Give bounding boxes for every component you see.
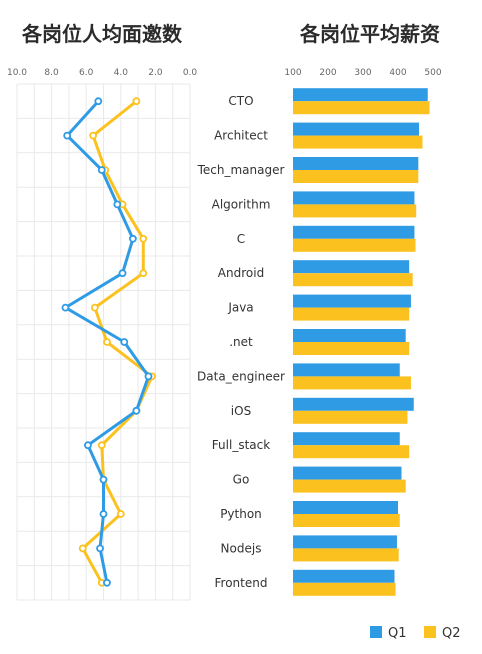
left-x-tick-label: 4.0 xyxy=(114,68,129,78)
category-label: .net xyxy=(229,335,253,349)
category-label: iOS xyxy=(231,404,251,418)
line-point-q1 xyxy=(61,303,70,312)
bar-q2 xyxy=(293,170,419,183)
bar-q2 xyxy=(293,479,406,493)
line-point-q1 xyxy=(129,234,137,243)
bar-q2 xyxy=(293,582,396,596)
category-labels: CTO Architect Tech_manager Algorithm C Androi… xyxy=(197,94,285,590)
bar-q1 xyxy=(293,225,415,239)
category-label: Full_stack xyxy=(212,438,270,452)
left-x-tick-label: 8.0 xyxy=(44,68,59,78)
bar-q1 xyxy=(293,363,400,377)
left-line-series xyxy=(61,97,156,587)
bar-q2 xyxy=(293,204,417,218)
bar-q1 xyxy=(293,397,414,411)
right-chart-title: 各岗位平均薪资 xyxy=(300,22,440,46)
legend-label-q2: Q2 xyxy=(442,626,461,641)
right-x-tick-label: 500 xyxy=(424,68,441,78)
left-x-tick-label: 10.0 xyxy=(7,68,27,78)
category-label: Frontend xyxy=(215,576,268,590)
line-point-q1 xyxy=(113,200,122,209)
category-label: Algorithm xyxy=(212,197,271,211)
line-point-q1 xyxy=(96,544,104,553)
legend-label-q1: Q1 xyxy=(388,626,407,641)
bar-q2 xyxy=(293,273,413,287)
line-point-q1 xyxy=(144,372,153,381)
right-x-tick-label: 300 xyxy=(354,68,371,78)
category-label: Java xyxy=(227,301,253,315)
line-point-q1 xyxy=(99,475,108,484)
line-series-q2 xyxy=(81,100,154,584)
right-bar-series xyxy=(293,88,430,596)
line-point-q1 xyxy=(63,131,72,140)
legend-swatch-q1 xyxy=(370,626,382,638)
right-x-tick-label: 400 xyxy=(389,68,406,78)
category-label: C xyxy=(237,232,245,246)
bar-q2 xyxy=(293,342,410,355)
bar-q1 xyxy=(293,329,406,342)
bar-q1 xyxy=(293,294,411,308)
left-x-tick-label: 0.0 xyxy=(183,68,198,78)
line-point-q2 xyxy=(89,131,98,140)
bar-q2 xyxy=(293,410,408,424)
bar-q1 xyxy=(293,191,415,205)
line-point-q2 xyxy=(78,544,87,553)
line-point-q1 xyxy=(103,578,111,587)
line-point-q2 xyxy=(97,441,106,450)
bar-q2 xyxy=(293,548,399,562)
line-point-q2 xyxy=(139,269,148,278)
bar-q2 xyxy=(293,238,416,252)
category-label: Go xyxy=(233,473,250,487)
bar-q2 xyxy=(293,376,411,390)
bar-q1 xyxy=(293,501,398,514)
right-x-tick-label: 200 xyxy=(319,68,336,78)
line-point-q2 xyxy=(103,338,111,346)
bar-q1 xyxy=(293,88,428,102)
category-label: Tech_manager xyxy=(197,163,285,177)
bar-q2 xyxy=(293,101,430,115)
line-point-q1 xyxy=(97,166,106,174)
category-label: Python xyxy=(220,507,262,521)
line-point-q2 xyxy=(116,510,125,518)
bar-q1 xyxy=(293,157,419,170)
category-label: Data_engineer xyxy=(197,369,285,383)
legend-swatch-q2 xyxy=(424,626,436,638)
category-label: CTO xyxy=(228,94,253,108)
left-x-axis-ticks: 10.0 8.0 6.0 4.0 2.0 0.0 xyxy=(7,68,197,78)
bar-q2 xyxy=(293,445,410,459)
line-point-q2 xyxy=(139,234,148,243)
legend: Q1 Q2 xyxy=(370,626,461,641)
line-point-q2 xyxy=(132,97,141,106)
bar-q1 xyxy=(293,466,402,480)
line-point-q1 xyxy=(120,338,129,346)
line-point-q1 xyxy=(118,269,127,278)
line-point-q1 xyxy=(84,441,92,450)
bar-q2 xyxy=(293,135,423,149)
bar-q1 xyxy=(293,122,419,136)
bar-q1 xyxy=(293,535,397,549)
bar-q1 xyxy=(293,260,410,274)
bar-q1 xyxy=(293,569,395,583)
category-label: Android xyxy=(218,266,264,280)
right-x-axis-ticks: 100 200 300 400 500 xyxy=(284,68,441,78)
right-x-tick-label: 100 xyxy=(284,68,301,78)
left-chart-title: 各岗位人均面邀数 xyxy=(22,22,182,46)
bar-q1 xyxy=(293,432,400,446)
left-x-tick-label: 2.0 xyxy=(148,68,163,78)
category-label: Nodejs xyxy=(221,541,262,555)
category-label: Architect xyxy=(214,129,268,143)
bar-q2 xyxy=(293,307,410,321)
bar-q2 xyxy=(293,514,400,527)
line-point-q2 xyxy=(90,303,99,312)
line-point-q1 xyxy=(132,406,141,415)
left-x-tick-label: 6.0 xyxy=(79,68,94,78)
line-point-q1 xyxy=(94,97,103,106)
line-point-q1 xyxy=(99,510,108,518)
